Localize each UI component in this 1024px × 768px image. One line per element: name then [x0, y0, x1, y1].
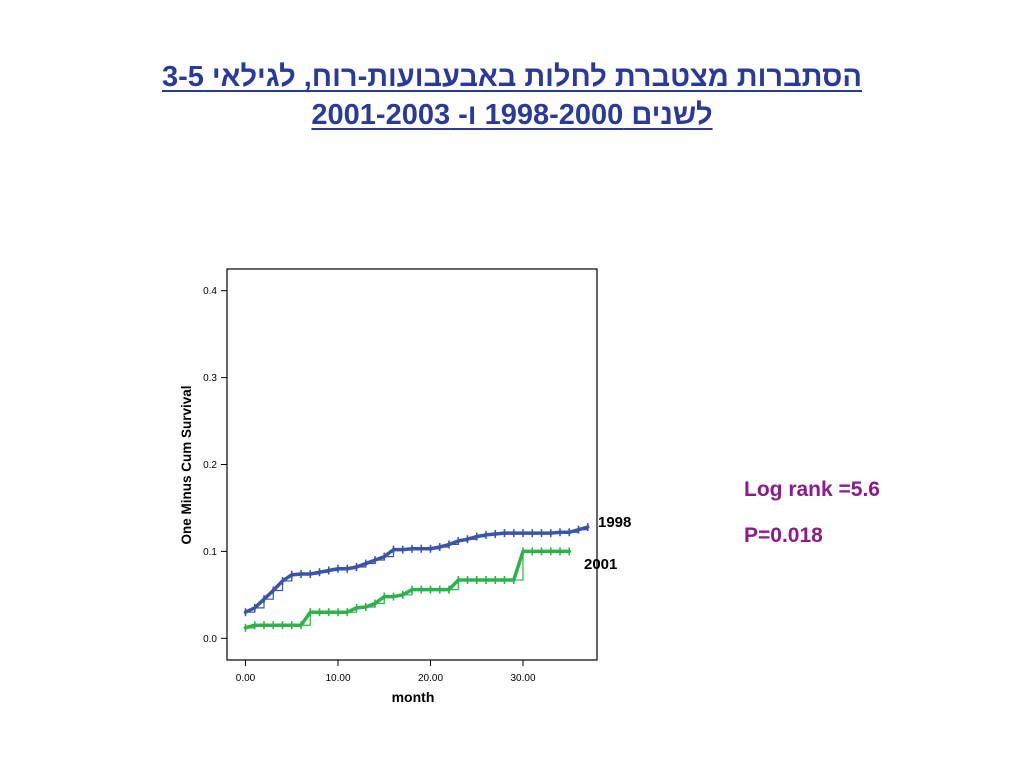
- x-tick-label: 10.00: [325, 673, 350, 684]
- series-2001: [243, 547, 571, 632]
- series-1998-line: [243, 525, 590, 614]
- series-1998-step-outline: [245, 527, 589, 613]
- y-tick-label: 0.3: [203, 373, 217, 384]
- x-axis-label: month: [392, 689, 435, 705]
- y-axis-ticks: 0.0 0.1 0.2 0.3 0.4: [203, 286, 227, 645]
- p-value-text: P=0.018: [744, 524, 823, 547]
- x-tick-label: 0.00: [236, 673, 256, 684]
- stats-panel: Log rank =5.6 P=0.018: [744, 478, 880, 570]
- plot-frame: [226, 268, 598, 661]
- x-axis-ticks: 0.00 10.00 20.00 30.00: [236, 660, 536, 684]
- log-rank-text: Log rank =5.6: [744, 478, 880, 501]
- series-layer: [243, 523, 590, 632]
- slide-title-line-2: לשנים 1998-2000 ו- 2001-2003: [311, 99, 713, 131]
- y-tick-label: 0.2: [203, 460, 217, 471]
- slide-title-line-1: הסתברות מצטברת לחלות באבעבועות-רוח, לגיל…: [161, 61, 863, 93]
- x-tick-label: 30.00: [510, 673, 535, 684]
- series-label-2001: 2001: [584, 556, 617, 573]
- y-tick-label: 0.1: [203, 547, 217, 558]
- slide-title: הסתברות מצטברת לחלות באבעבועות-רוח, לגיל…: [0, 58, 1024, 134]
- y-tick-label: 0.0: [203, 634, 217, 645]
- x-tick-label: 20.00: [418, 673, 443, 684]
- series-label-1998: 1998: [598, 514, 631, 531]
- series-1998: [243, 523, 590, 617]
- series-2001-line: [243, 549, 571, 630]
- y-tick-label: 0.4: [203, 286, 217, 297]
- y-axis-label: One Minus Cum Survival: [179, 385, 194, 544]
